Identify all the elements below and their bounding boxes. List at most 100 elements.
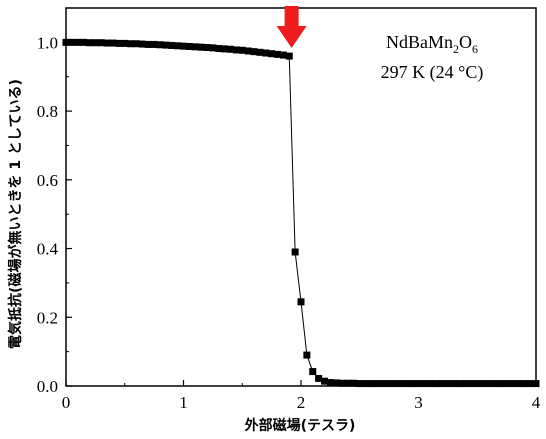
data-point bbox=[109, 39, 117, 47]
data-point bbox=[197, 43, 205, 51]
x-axis-title: 外部磁場(テスラ) bbox=[245, 417, 356, 434]
data-point bbox=[444, 380, 452, 388]
arrow-marker bbox=[276, 6, 307, 48]
data-point bbox=[238, 46, 246, 54]
data-point bbox=[256, 48, 264, 56]
data-point bbox=[180, 42, 187, 50]
data-point bbox=[520, 380, 528, 388]
data-point bbox=[450, 380, 458, 388]
data-point bbox=[415, 380, 422, 388]
y-tick-label: 0.2 bbox=[37, 308, 58, 327]
series-line bbox=[66, 41, 536, 385]
x-tick-label: 4 bbox=[532, 393, 541, 412]
data-point bbox=[268, 50, 276, 58]
data-point bbox=[68, 38, 76, 46]
data-point bbox=[91, 39, 99, 47]
y-tick-label: 0.8 bbox=[37, 102, 58, 121]
data-point bbox=[344, 379, 352, 387]
data-point bbox=[420, 380, 428, 388]
data-point bbox=[356, 380, 364, 388]
data-point bbox=[221, 45, 229, 53]
data-point bbox=[279, 51, 287, 59]
data-point bbox=[309, 368, 317, 376]
data-point bbox=[303, 351, 311, 359]
data-point bbox=[74, 38, 82, 46]
data-point bbox=[397, 380, 405, 388]
data-point bbox=[80, 38, 88, 46]
data-point bbox=[385, 380, 393, 388]
data-point bbox=[168, 41, 176, 49]
data-point bbox=[485, 380, 493, 388]
data-point bbox=[203, 44, 211, 52]
x-tick-label: 0 bbox=[62, 393, 71, 412]
data-point bbox=[462, 380, 469, 388]
data-point bbox=[526, 380, 534, 388]
material-label: NdBaMn2O6 bbox=[386, 32, 478, 56]
data-line bbox=[66, 41, 536, 385]
data-point bbox=[121, 39, 129, 47]
data-point bbox=[409, 380, 417, 388]
ticks: 0 1 2 3 4 0.0 0.2 0.4 0.6 0.8 1.0 bbox=[37, 7, 541, 412]
data-point bbox=[491, 380, 499, 388]
data-point bbox=[62, 38, 70, 46]
data-point bbox=[191, 43, 199, 51]
data-point bbox=[215, 45, 223, 53]
y-axis-title: 電気抵抗(磁場が無いときを 1 としている) bbox=[7, 79, 24, 349]
y-tick-label: 0.4 bbox=[37, 240, 59, 259]
data-point bbox=[503, 380, 511, 388]
data-point bbox=[338, 379, 346, 387]
data-point bbox=[350, 379, 358, 387]
data-point bbox=[150, 40, 158, 48]
data-point bbox=[97, 39, 105, 47]
x-tick-label: 2 bbox=[297, 393, 306, 412]
data-point bbox=[227, 45, 234, 53]
y-tick-label: 1.0 bbox=[37, 33, 58, 52]
transition-arrow-icon bbox=[276, 6, 307, 48]
data-point bbox=[368, 380, 375, 388]
data-point bbox=[373, 380, 381, 388]
data-point bbox=[156, 41, 164, 49]
data-point bbox=[332, 379, 340, 387]
data-points bbox=[62, 38, 540, 388]
data-point bbox=[138, 40, 146, 48]
data-point bbox=[321, 377, 328, 385]
data-point bbox=[297, 298, 305, 306]
data-point bbox=[326, 379, 334, 387]
data-point bbox=[509, 380, 516, 388]
data-point bbox=[391, 380, 399, 388]
data-point bbox=[285, 52, 293, 60]
data-point bbox=[479, 380, 487, 388]
data-point bbox=[133, 40, 140, 48]
data-point bbox=[115, 39, 123, 47]
data-point bbox=[315, 374, 323, 382]
data-point bbox=[438, 380, 446, 388]
y-tick-label: 0.6 bbox=[37, 171, 58, 190]
data-point bbox=[127, 40, 135, 48]
data-point bbox=[467, 380, 475, 388]
data-point bbox=[185, 42, 193, 50]
data-point bbox=[532, 380, 540, 388]
data-point bbox=[403, 380, 411, 388]
data-point bbox=[362, 380, 370, 388]
data-point bbox=[250, 48, 258, 56]
data-point bbox=[174, 42, 182, 50]
data-point bbox=[473, 380, 481, 388]
data-point bbox=[379, 380, 387, 388]
data-point bbox=[274, 50, 281, 58]
data-point bbox=[144, 40, 152, 48]
data-point bbox=[432, 380, 440, 388]
data-point bbox=[262, 49, 270, 57]
data-point bbox=[103, 39, 111, 47]
data-point bbox=[209, 44, 217, 52]
data-point bbox=[244, 47, 252, 55]
temperature-label: 297 K (24 °C) bbox=[381, 62, 484, 83]
data-point bbox=[291, 248, 299, 256]
data-point bbox=[456, 380, 464, 388]
x-tick-label: 3 bbox=[414, 393, 423, 412]
data-point bbox=[514, 380, 522, 388]
data-point bbox=[86, 39, 93, 47]
data-point bbox=[232, 46, 240, 54]
data-point bbox=[426, 380, 434, 388]
y-tick-label: 0.0 bbox=[37, 377, 58, 396]
